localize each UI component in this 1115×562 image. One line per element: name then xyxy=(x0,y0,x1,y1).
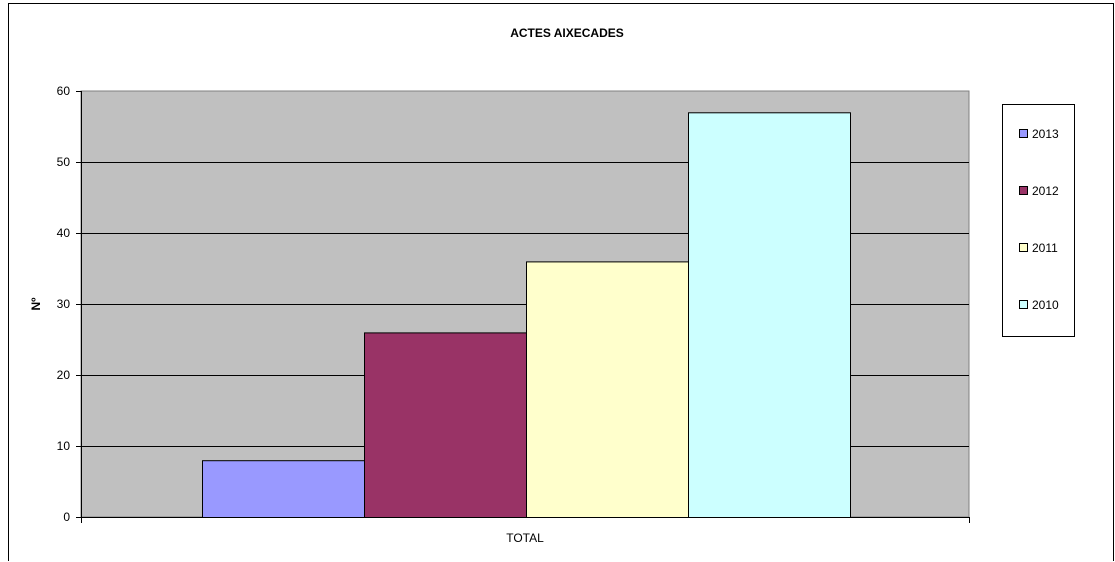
legend-box xyxy=(1002,104,1075,337)
y-tick-label: 30 xyxy=(57,297,71,311)
bars xyxy=(202,112,851,519)
y-axis-label: Nº xyxy=(29,297,43,311)
y-tick-label: 20 xyxy=(57,368,71,382)
y-tick-label: 0 xyxy=(63,510,70,524)
y-tick-label: 60 xyxy=(57,84,71,98)
legend-swatch-2010 xyxy=(1019,300,1028,309)
chart-title: ACTES AIXECADES xyxy=(510,26,624,40)
legend-label-2011: 2011 xyxy=(1032,241,1058,255)
y-tick-label: 40 xyxy=(57,226,71,240)
bar-2013 xyxy=(202,460,365,519)
legend-label-2010: 2010 xyxy=(1032,298,1059,312)
y-tick-label: 50 xyxy=(57,155,71,169)
legend-label-2013: 2013 xyxy=(1032,127,1059,141)
bar-2011 xyxy=(526,261,689,518)
x-tick-label: TOTAL xyxy=(506,531,544,545)
legend-swatch-2012 xyxy=(1019,186,1028,195)
y-tick-label: 10 xyxy=(57,439,71,453)
legend-label-2012: 2012 xyxy=(1032,184,1059,198)
bar-2010 xyxy=(688,112,851,519)
legend-swatch-2011 xyxy=(1019,243,1028,252)
bar-2012 xyxy=(364,332,527,518)
legend: 2013 2012 2011 2010 xyxy=(1002,104,1075,337)
legend-swatch-2013 xyxy=(1019,129,1028,138)
axes: 0 10 20 30 40 50 60 TOTAL xyxy=(57,84,970,545)
